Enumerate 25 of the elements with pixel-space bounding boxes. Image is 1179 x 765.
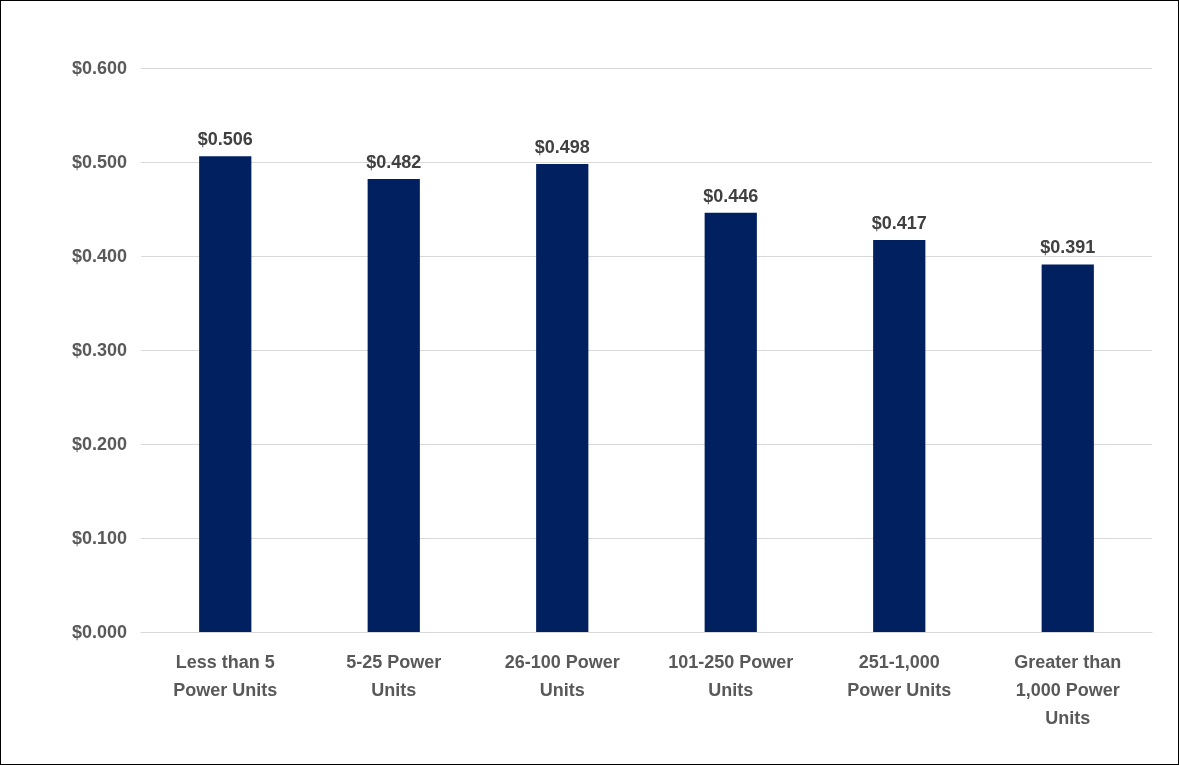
y-tick-label: $0.300	[71, 340, 127, 360]
data-label: $0.482	[366, 151, 422, 172]
data-label: $0.391	[1040, 237, 1096, 258]
bar	[536, 163, 589, 632]
bar	[1041, 264, 1094, 632]
bar	[367, 178, 420, 632]
y-tick-label: $0.600	[71, 58, 127, 78]
y-tick-label: $0.000	[71, 622, 127, 642]
x-tick-label: Less than 5 Power Units	[173, 652, 278, 700]
y-tick-label: $0.500	[71, 152, 127, 172]
data-label: $0.446	[703, 185, 759, 206]
data-label: $0.506	[197, 129, 253, 150]
data-label: $0.498	[534, 136, 590, 157]
data-label: $0.417	[871, 213, 927, 234]
x-tick-label: Greater than 1,000 Power Units	[1014, 652, 1122, 728]
bar	[873, 240, 926, 632]
x-tick-label: 5-25 Power Units	[346, 652, 442, 700]
y-tick-label: $0.400	[71, 246, 127, 266]
bar	[704, 212, 757, 632]
bar	[199, 156, 252, 632]
x-tick-label: 251-1,000 Power Units	[847, 652, 952, 700]
x-tick-label: 101-250 Power Units	[668, 652, 794, 700]
y-tick-label: $0.200	[71, 434, 127, 454]
x-tick-label: 26-100 Power Units	[504, 652, 620, 700]
y-tick-label: $0.100	[71, 528, 127, 548]
